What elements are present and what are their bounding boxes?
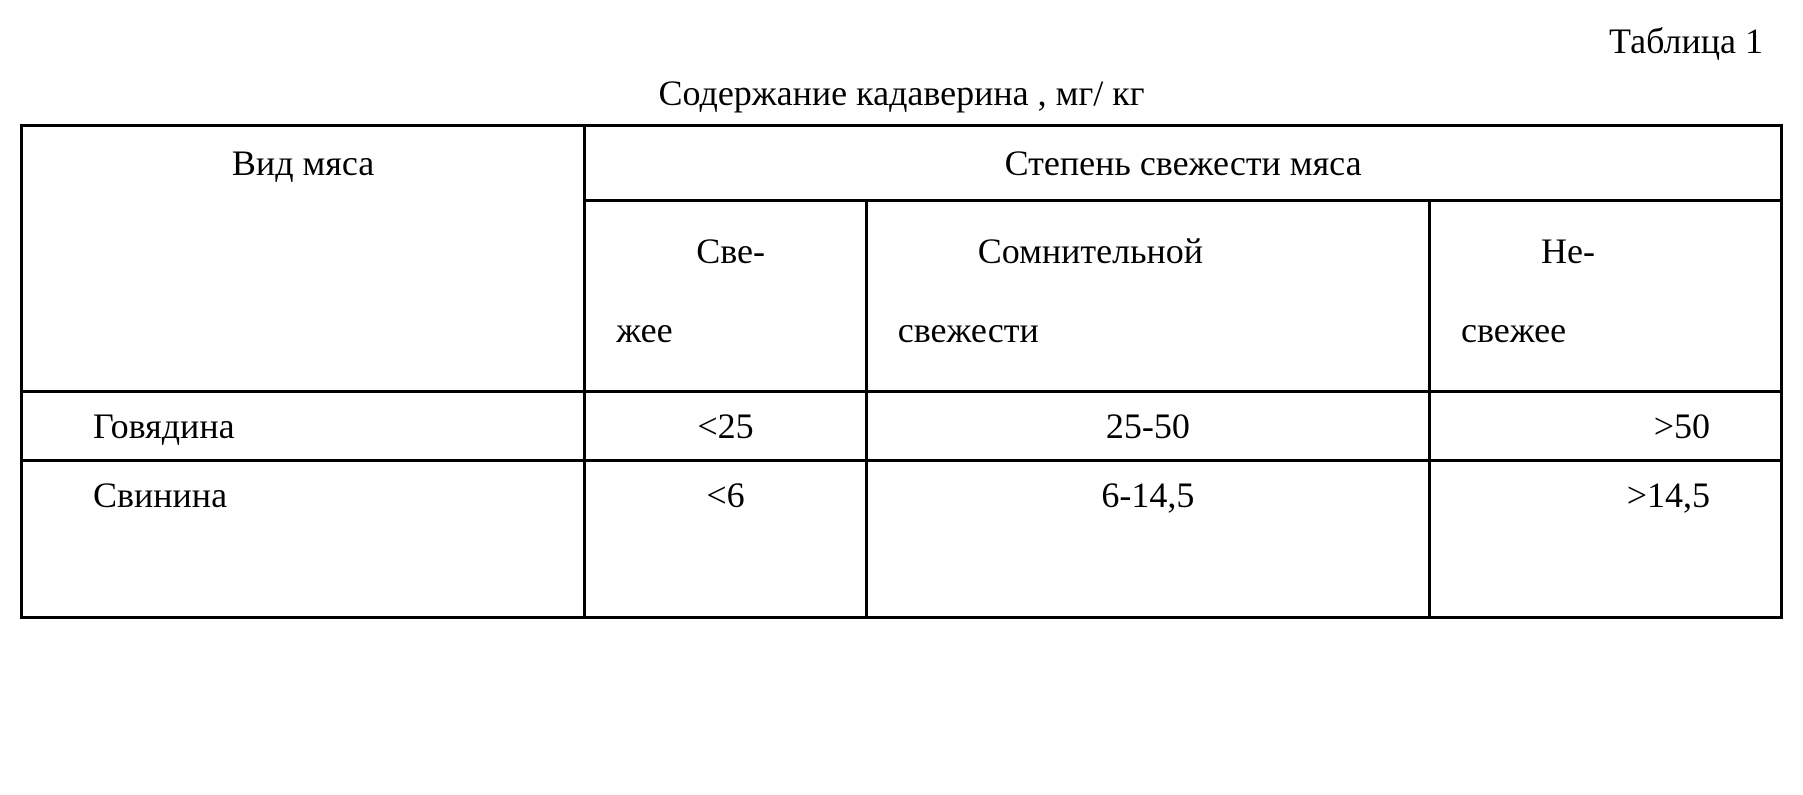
cell-doubtful: 6-14,5 [866, 461, 1429, 618]
row-label: Говядина [22, 392, 585, 461]
cell-fresh: <6 [585, 461, 867, 618]
subheader-notfresh: Не- свежее [1429, 201, 1781, 392]
subheader-notfresh-line2: свежее [1461, 291, 1750, 370]
subheader-fresh: Све- жее [585, 201, 867, 392]
table-row: Говядина <25 25-50 >50 [22, 392, 1782, 461]
subheader-doubtful-line2: свежести [898, 291, 1398, 370]
table-container: Таблица 1 Содержание кадаверина , мг/ кг… [20, 20, 1783, 619]
subheader-doubtful-line1: Сомнительной [898, 212, 1398, 291]
row-label: Свинина [22, 461, 585, 618]
table-row: Свинина <6 6-14,5 >14,5 [22, 461, 1782, 618]
header-meat-type: Вид мяса [22, 126, 585, 392]
header-freshness-degree: Степень свежести мяса [585, 126, 1782, 201]
data-table: Вид мяса Степень свежести мяса Све- жее … [20, 124, 1783, 619]
subheader-notfresh-line1: Не- [1461, 212, 1750, 291]
subheader-fresh-line1: Све- [616, 212, 835, 291]
cell-fresh: <25 [585, 392, 867, 461]
subheader-doubtful: Сомнительной свежести [866, 201, 1429, 392]
table-header-row-1: Вид мяса Степень свежести мяса [22, 126, 1782, 201]
cell-notfresh: >14,5 [1429, 461, 1781, 618]
cell-notfresh: >50 [1429, 392, 1781, 461]
table-label: Таблица 1 [20, 20, 1783, 62]
table-title: Содержание кадаверина , мг/ кг [20, 72, 1783, 114]
cell-doubtful: 25-50 [866, 392, 1429, 461]
subheader-fresh-line2: жее [616, 291, 835, 370]
